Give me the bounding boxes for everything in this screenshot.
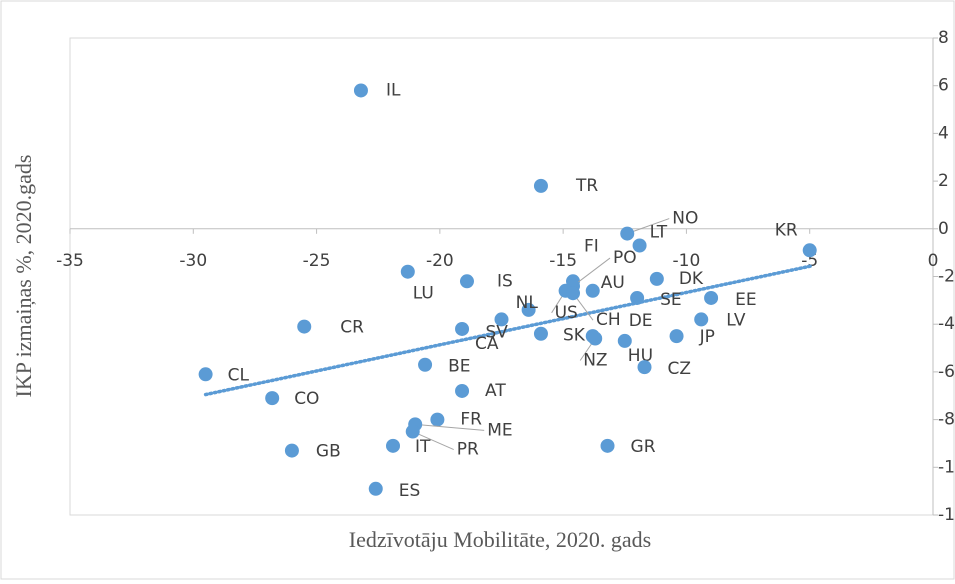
y-tick-label: 2 — [938, 171, 949, 191]
point — [455, 383, 470, 398]
y-tick-label: -4 — [938, 314, 955, 334]
point — [694, 312, 709, 327]
point-label: IL — [386, 80, 401, 100]
y-tick-label: -2 — [938, 267, 955, 287]
point — [521, 302, 536, 317]
y-tick-label: -10 — [938, 457, 955, 477]
point-label: LT — [650, 222, 668, 242]
point — [620, 226, 635, 241]
x-tick-label: -35 — [56, 251, 84, 271]
point — [585, 329, 600, 344]
point — [430, 412, 445, 427]
point-label: JP — [699, 327, 715, 347]
point — [704, 290, 719, 305]
point-label: LU — [413, 284, 434, 304]
point-label: US — [555, 303, 578, 323]
point — [617, 333, 632, 348]
point — [386, 438, 401, 453]
point-label: AT — [485, 381, 506, 401]
y-tick-label: 6 — [938, 76, 949, 96]
point-label: CZ — [668, 359, 692, 379]
point-label: CL — [228, 365, 250, 385]
leader-line — [627, 218, 670, 235]
point — [297, 319, 312, 334]
point-label: ES — [399, 481, 421, 501]
point-label: ME — [487, 420, 512, 440]
point — [585, 283, 600, 298]
point — [632, 238, 647, 253]
point-label: DE — [629, 311, 653, 331]
x-axis-title: Iedzīvotāju Mobilitāte, 2020. gads — [349, 527, 651, 552]
y-tick-label: 8 — [938, 28, 949, 48]
point-label: CA — [475, 334, 499, 354]
point — [533, 178, 548, 193]
y-tick-label: -6 — [938, 362, 955, 382]
y-tick-label: -12 — [938, 505, 955, 525]
x-tick-label: -15 — [549, 251, 577, 271]
point-label: DK — [679, 269, 704, 289]
x-tick-label: 0 — [928, 251, 939, 271]
point-label: CO — [294, 389, 319, 409]
point — [265, 391, 280, 406]
point-label: SV — [486, 322, 509, 342]
point-label: IT — [415, 437, 431, 457]
point-label: AU — [601, 273, 625, 293]
leader-line — [412, 431, 454, 450]
leader-line — [572, 257, 611, 287]
point-label: SK — [563, 326, 586, 346]
leader-line — [415, 423, 485, 431]
point-label: BE — [448, 357, 470, 377]
point — [637, 360, 652, 375]
point-label: NO — [672, 209, 698, 229]
point-label: SE — [660, 290, 682, 310]
y-tick-label: 4 — [938, 123, 949, 143]
point — [418, 357, 433, 372]
y-axis-title: IKP izmaiņas %, 2020.gads — [11, 155, 36, 398]
point-label: PR — [457, 440, 479, 460]
x-tick-label: -25 — [303, 251, 331, 271]
point-label: TR — [575, 176, 598, 196]
point-label: NL — [516, 293, 539, 313]
point — [405, 424, 420, 439]
point — [459, 274, 474, 289]
point — [353, 83, 368, 98]
point — [198, 367, 213, 382]
point — [649, 271, 664, 286]
point — [400, 264, 415, 279]
point — [600, 438, 615, 453]
trendline — [203, 264, 814, 397]
point-label: NZ — [583, 351, 607, 371]
point-label: CR — [340, 318, 364, 338]
x-tick-label: -10 — [673, 251, 701, 271]
point — [455, 321, 470, 336]
point — [566, 286, 581, 301]
point — [494, 312, 509, 327]
point-label: GB — [316, 442, 341, 462]
point — [284, 443, 299, 458]
x-tick-label: -20 — [426, 251, 454, 271]
point-label: FI — [584, 236, 599, 256]
point — [630, 290, 645, 305]
point-label: FR — [460, 410, 482, 430]
point-label: LV — [726, 310, 746, 330]
point-label: KR — [775, 220, 798, 240]
point-label: IS — [497, 271, 513, 291]
point — [533, 326, 548, 341]
point-label: GR — [631, 437, 656, 457]
point — [669, 329, 684, 344]
point-label: PO — [613, 248, 637, 268]
point — [368, 481, 383, 496]
point — [802, 243, 817, 258]
point-label: CH — [596, 310, 621, 330]
x-tick-label: -30 — [179, 251, 207, 271]
point-label: EE — [735, 290, 756, 310]
y-tick-label: -8 — [938, 410, 955, 430]
y-tick-label: 0 — [938, 219, 949, 239]
